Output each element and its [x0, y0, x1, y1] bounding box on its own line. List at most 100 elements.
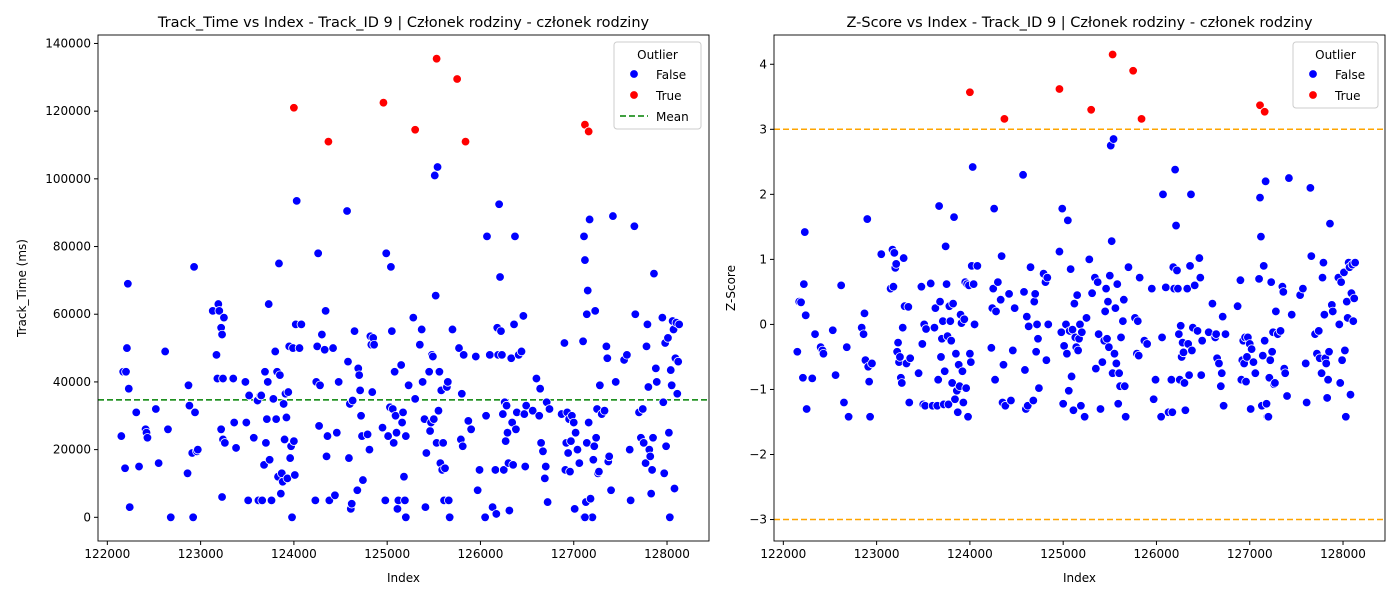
- point-false-87: [958, 397, 969, 408]
- legend-marker-false: [1308, 69, 1318, 79]
- point-false-213: [510, 231, 520, 242]
- point-false-219: [519, 409, 530, 419]
- point-false-247: [1218, 401, 1229, 411]
- y-tick-label: 2: [759, 187, 767, 201]
- point-false-161: [1081, 313, 1092, 323]
- point-false-40: [228, 373, 238, 384]
- point-false-183: [463, 416, 474, 426]
- x-axis-label: Index: [1063, 571, 1096, 585]
- point-true-8: [1259, 107, 1270, 117]
- point-false-288: [642, 319, 653, 330]
- point-false-291: [645, 451, 655, 462]
- point-false-77: [949, 212, 959, 222]
- point-false-66: [274, 258, 284, 269]
- point-false-253: [583, 285, 593, 296]
- point-false-67: [940, 366, 950, 376]
- point-false-0: [116, 431, 127, 441]
- point-false-243: [569, 417, 579, 428]
- point-false-144: [1063, 215, 1073, 226]
- point-false-92: [314, 421, 324, 431]
- point-false-101: [986, 343, 997, 353]
- point-false-140: [396, 360, 406, 370]
- point-false-150: [416, 324, 427, 335]
- point-false-269: [601, 341, 612, 352]
- x-tick-label: 128000: [644, 547, 690, 561]
- point-false-174: [443, 377, 453, 387]
- point-false-223: [531, 373, 542, 384]
- point-false-101: [330, 490, 340, 501]
- point-false-317: [1336, 277, 1346, 287]
- point-true-4: [431, 53, 442, 64]
- point-false-24: [190, 407, 200, 418]
- track-time-panel: 122000 123000 124000 125000 126000 127000 1280…: [15, 15, 710, 585]
- point-false-74: [946, 335, 956, 346]
- point-false-222: [1178, 347, 1189, 358]
- point-false-318: [582, 309, 592, 319]
- point-false-318: [1337, 355, 1347, 365]
- point-false-159: [1077, 327, 1087, 337]
- point-false-163: [1087, 288, 1097, 298]
- point-false-166: [1092, 277, 1103, 287]
- point-false-130: [1033, 334, 1043, 344]
- point-false-260: [589, 441, 599, 451]
- point-false-153: [420, 502, 431, 512]
- legend-title: Outlier: [1315, 48, 1356, 62]
- point-false-119: [362, 429, 373, 440]
- point-false-310: [669, 483, 680, 494]
- point-false-182: [1110, 303, 1121, 313]
- point-false-187: [474, 465, 485, 475]
- point-false-162: [1084, 254, 1094, 265]
- point-false-33: [217, 329, 227, 340]
- point-false-157: [1075, 319, 1085, 330]
- point-false-28: [211, 350, 222, 360]
- point-false-219: [1176, 321, 1186, 331]
- point-false-22: [188, 512, 198, 523]
- y-tick-label: 120000: [45, 104, 91, 118]
- point-false-246: [572, 444, 583, 455]
- point-false-217: [516, 346, 527, 357]
- point-false-111: [349, 326, 360, 336]
- point-false-307: [1321, 358, 1331, 369]
- point-true-1: [999, 114, 1010, 124]
- point-false-103: [988, 283, 998, 294]
- point-false-141: [1059, 341, 1069, 351]
- point-false-8: [131, 407, 141, 418]
- x-axis-label: Index: [387, 571, 420, 585]
- point-false-6: [801, 310, 811, 321]
- point-false-73: [945, 316, 956, 326]
- point-false-191: [485, 350, 495, 360]
- point-false-281: [630, 309, 641, 319]
- point-false-67: [275, 370, 285, 380]
- point-false-87: [296, 319, 307, 330]
- point-true-0: [289, 103, 299, 113]
- point-false-112: [352, 485, 363, 495]
- point-false-234: [1194, 253, 1205, 263]
- point-false-97: [967, 162, 978, 172]
- legend-marker-false: [629, 69, 639, 79]
- point-false-59: [264, 455, 275, 465]
- plot-frame: [773, 34, 1386, 542]
- point-false-170: [438, 438, 448, 448]
- y-axis-label: Z-Score: [724, 265, 738, 311]
- point-true-6: [1136, 114, 1147, 124]
- point-false-16: [839, 397, 849, 408]
- point-false-105: [343, 356, 353, 367]
- point-false-212: [509, 319, 519, 330]
- x-tick-label: 128000: [1320, 547, 1366, 561]
- point-false-316: [1335, 378, 1345, 388]
- point-true-2: [1054, 84, 1065, 94]
- point-false-127: [1030, 289, 1040, 299]
- point-false-100: [972, 261, 983, 271]
- point-false-31: [888, 281, 899, 292]
- point-false-200: [1142, 339, 1152, 349]
- legend-entry-mean: Mean: [656, 110, 689, 124]
- point-false-88: [310, 495, 321, 506]
- point-false-197: [494, 199, 504, 209]
- legend: Outlier False True: [1292, 41, 1379, 109]
- point-false-268: [599, 405, 610, 416]
- point-false-244: [569, 504, 580, 514]
- point-false-12: [142, 433, 153, 443]
- point-false-311: [1325, 218, 1335, 229]
- point-false-86: [957, 366, 968, 376]
